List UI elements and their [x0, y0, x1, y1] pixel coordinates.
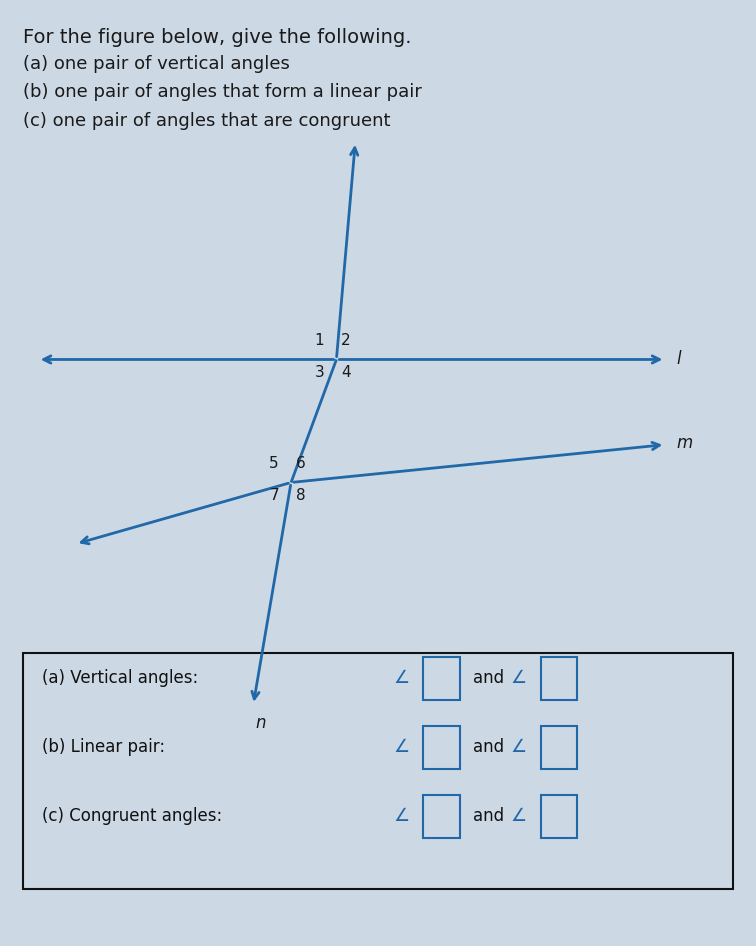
Text: ∠: ∠: [510, 738, 526, 757]
Text: (b) one pair of angles that form a linear pair: (b) one pair of angles that form a linea…: [23, 83, 422, 101]
Text: m: m: [677, 433, 692, 452]
Text: n: n: [256, 714, 266, 732]
Text: (c) one pair of angles that are congruent: (c) one pair of angles that are congruen…: [23, 112, 390, 130]
Text: 4: 4: [341, 365, 351, 380]
Text: (a) one pair of vertical angles: (a) one pair of vertical angles: [23, 55, 290, 73]
Text: 1: 1: [314, 333, 324, 348]
Text: ∠: ∠: [393, 807, 409, 826]
Text: and: and: [472, 669, 503, 688]
Text: 3: 3: [314, 365, 324, 380]
Text: 2: 2: [341, 333, 351, 348]
Text: 6: 6: [296, 456, 305, 471]
Text: ∠: ∠: [510, 807, 526, 826]
Text: and: and: [472, 807, 503, 826]
Text: (b) Linear pair:: (b) Linear pair:: [42, 738, 165, 757]
Text: ∠: ∠: [510, 669, 526, 688]
Text: (c) Congruent angles:: (c) Congruent angles:: [42, 807, 222, 826]
Text: ∠: ∠: [393, 738, 409, 757]
Text: and: and: [472, 738, 503, 757]
Text: For the figure below, give the following.: For the figure below, give the following…: [23, 28, 411, 47]
Text: (a) Vertical angles:: (a) Vertical angles:: [42, 669, 198, 688]
Text: ∠: ∠: [393, 669, 409, 688]
Text: l: l: [677, 350, 681, 369]
Text: 8: 8: [296, 488, 305, 503]
Text: 7: 7: [269, 488, 279, 503]
Text: 5: 5: [269, 456, 279, 471]
